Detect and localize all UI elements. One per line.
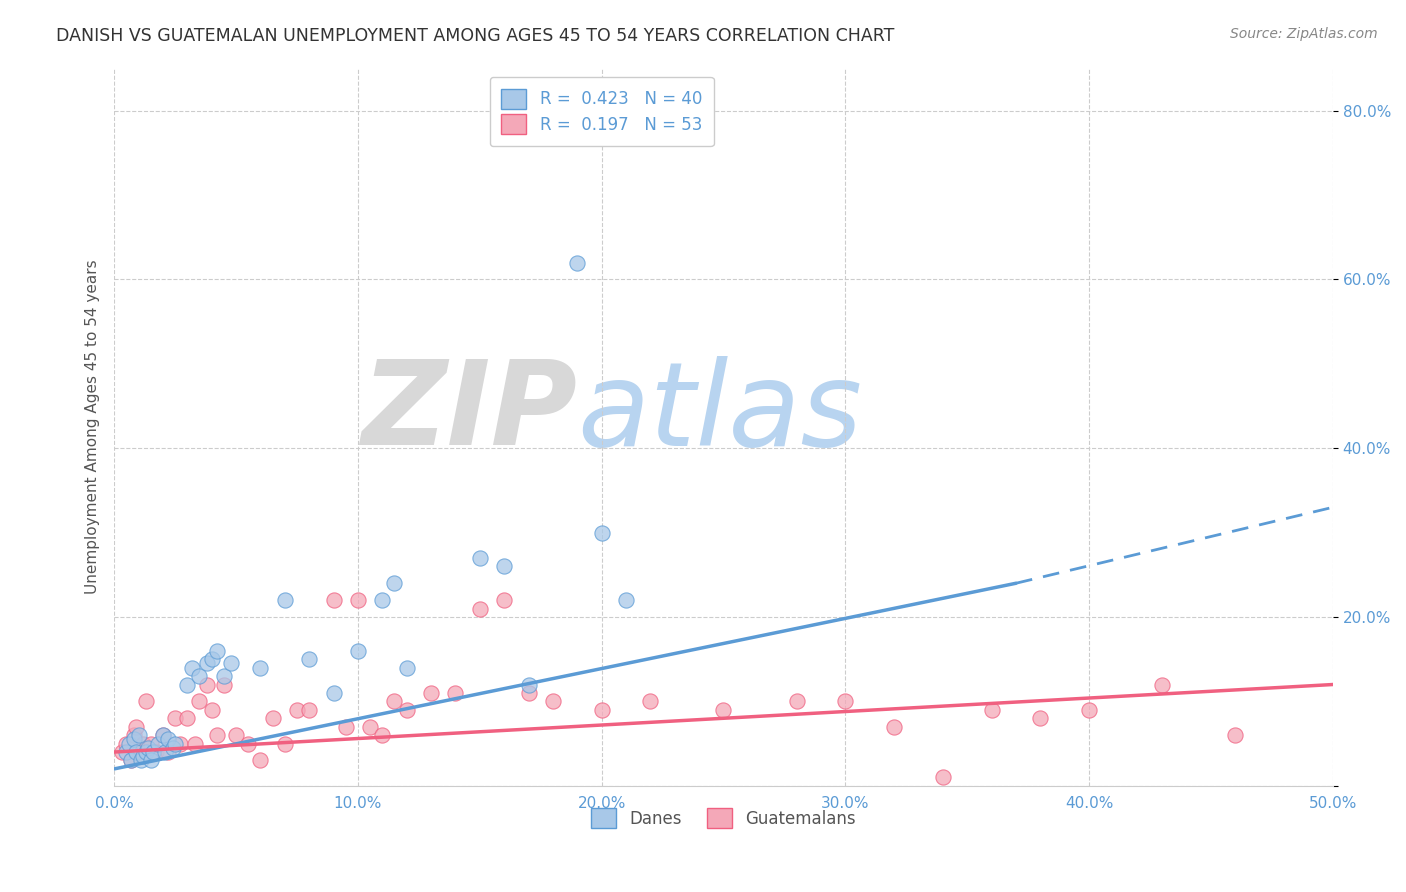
Point [494, 593, 516, 607]
Point [640, 694, 662, 708]
Point [219, 657, 242, 671]
Point [120, 754, 142, 768]
Point [238, 737, 260, 751]
Point [201, 703, 224, 717]
Point [359, 720, 381, 734]
Point [152, 728, 174, 742]
Legend: Danes, Guatemalans: Danes, Guatemalans [585, 801, 862, 835]
Point [420, 686, 443, 700]
Point [567, 255, 589, 269]
Point [176, 677, 198, 691]
Point [183, 737, 205, 751]
Point [1078, 703, 1101, 717]
Point [1152, 677, 1174, 691]
Point [128, 728, 150, 742]
Point [262, 711, 284, 725]
Point [176, 711, 198, 725]
Point [156, 732, 179, 747]
Point [128, 745, 150, 759]
Point [322, 686, 344, 700]
Point [155, 745, 177, 759]
Point [165, 737, 187, 751]
Point [371, 593, 394, 607]
Point [129, 754, 152, 768]
Point [110, 745, 132, 759]
Point [136, 740, 159, 755]
Point [395, 660, 418, 674]
Point [274, 593, 297, 607]
Point [468, 601, 491, 615]
Point [225, 728, 247, 742]
Point [152, 728, 174, 742]
Point [142, 745, 165, 759]
Point [115, 745, 138, 759]
Point [591, 703, 613, 717]
Point [384, 694, 406, 708]
Point [188, 694, 211, 708]
Point [122, 728, 145, 742]
Point [122, 732, 145, 747]
Point [139, 737, 162, 751]
Point [212, 669, 235, 683]
Point [444, 686, 467, 700]
Point [980, 703, 1002, 717]
Point [205, 644, 228, 658]
Text: ZIP: ZIP [361, 355, 578, 470]
Point [468, 551, 491, 566]
Point [125, 745, 148, 759]
Point [541, 694, 564, 708]
Point [1029, 711, 1052, 725]
Point [195, 657, 218, 671]
Point [115, 737, 138, 751]
Text: atlas: atlas [578, 356, 862, 470]
Point [205, 728, 228, 742]
Point [169, 737, 191, 751]
Point [188, 669, 211, 683]
Point [249, 754, 271, 768]
Point [322, 593, 344, 607]
Point [395, 703, 418, 717]
Point [120, 754, 142, 768]
Point [786, 694, 808, 708]
Point [156, 745, 179, 759]
Point [181, 660, 204, 674]
Point [335, 720, 357, 734]
Text: Source: ZipAtlas.com: Source: ZipAtlas.com [1230, 27, 1378, 41]
Point [139, 754, 162, 768]
Point [713, 703, 735, 717]
Point [591, 525, 613, 540]
Point [145, 745, 167, 759]
Point [135, 745, 157, 759]
Point [347, 593, 370, 607]
Point [1225, 728, 1247, 742]
Point [494, 559, 516, 574]
Point [165, 711, 187, 725]
Point [132, 737, 155, 751]
Point [201, 652, 224, 666]
Point [932, 770, 955, 784]
Point [517, 677, 540, 691]
Point [614, 593, 637, 607]
Point [118, 737, 141, 751]
Point [834, 694, 856, 708]
Point [298, 652, 321, 666]
Point [883, 720, 905, 734]
Point [371, 728, 394, 742]
Point [162, 740, 184, 755]
Point [132, 749, 155, 764]
Point [125, 720, 148, 734]
Point [195, 677, 218, 691]
Point [135, 694, 157, 708]
Point [146, 737, 169, 751]
Point [298, 703, 321, 717]
Y-axis label: Unemployment Among Ages 45 to 54 years: Unemployment Among Ages 45 to 54 years [86, 260, 100, 594]
Point [249, 660, 271, 674]
Point [384, 576, 406, 591]
Point [285, 703, 308, 717]
Point [347, 644, 370, 658]
Point [274, 737, 297, 751]
Text: DANISH VS GUATEMALAN UNEMPLOYMENT AMONG AGES 45 TO 54 YEARS CORRELATION CHART: DANISH VS GUATEMALAN UNEMPLOYMENT AMONG … [56, 27, 894, 45]
Point [212, 677, 235, 691]
Point [517, 686, 540, 700]
